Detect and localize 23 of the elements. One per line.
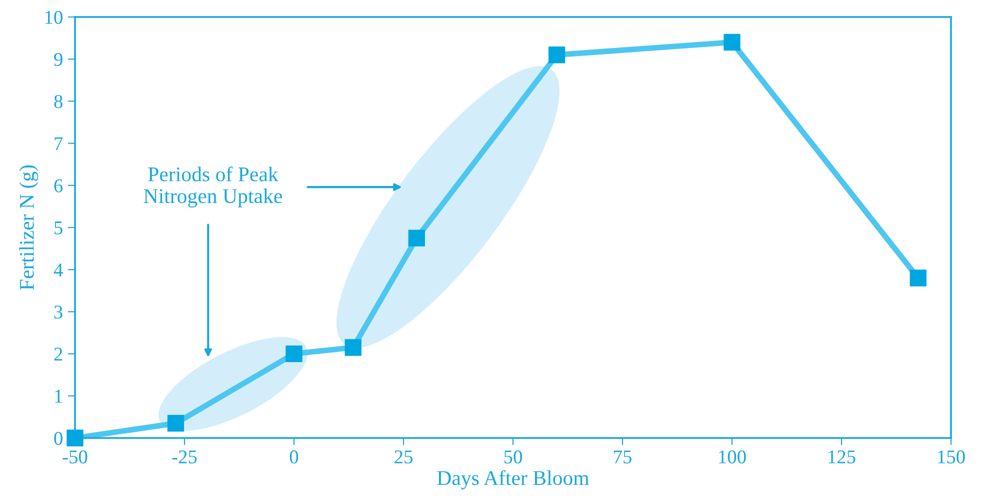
x-tick-label: 100	[719, 450, 746, 464]
x-tick-label: 25	[394, 450, 412, 464]
y-tick-label: 6	[54, 179, 63, 192]
y-tick-label: 1	[55, 390, 62, 403]
y-tick-label: 4	[54, 264, 63, 276]
x-tick-label: 50	[504, 450, 522, 464]
x-tick-label: -25	[172, 450, 197, 464]
x-tick-label: -50	[62, 450, 88, 464]
x-tick-label: 75	[614, 450, 632, 464]
y-tick-label: 0	[54, 432, 62, 445]
y-tick-label: 5	[54, 222, 62, 234]
x-tick-label: 0	[290, 450, 298, 464]
y-tick-label: 9	[54, 52, 62, 66]
x-tick-label: 125	[828, 450, 856, 464]
y-tick-label: 10	[45, 10, 62, 24]
y-tick-label: 3	[54, 306, 62, 319]
annotation: Periods of Peak Nitrogen Uptake	[144, 166, 282, 208]
x-axis-title: Days After Bloom	[437, 470, 590, 490]
y-tick-label: 7	[54, 137, 63, 150]
y-tick-label: 8	[54, 95, 62, 108]
x-tick-label: 150	[938, 450, 965, 464]
y-tick-label: 2	[54, 348, 62, 361]
y-axis-title: Fertilizer N (g)	[19, 165, 38, 290]
